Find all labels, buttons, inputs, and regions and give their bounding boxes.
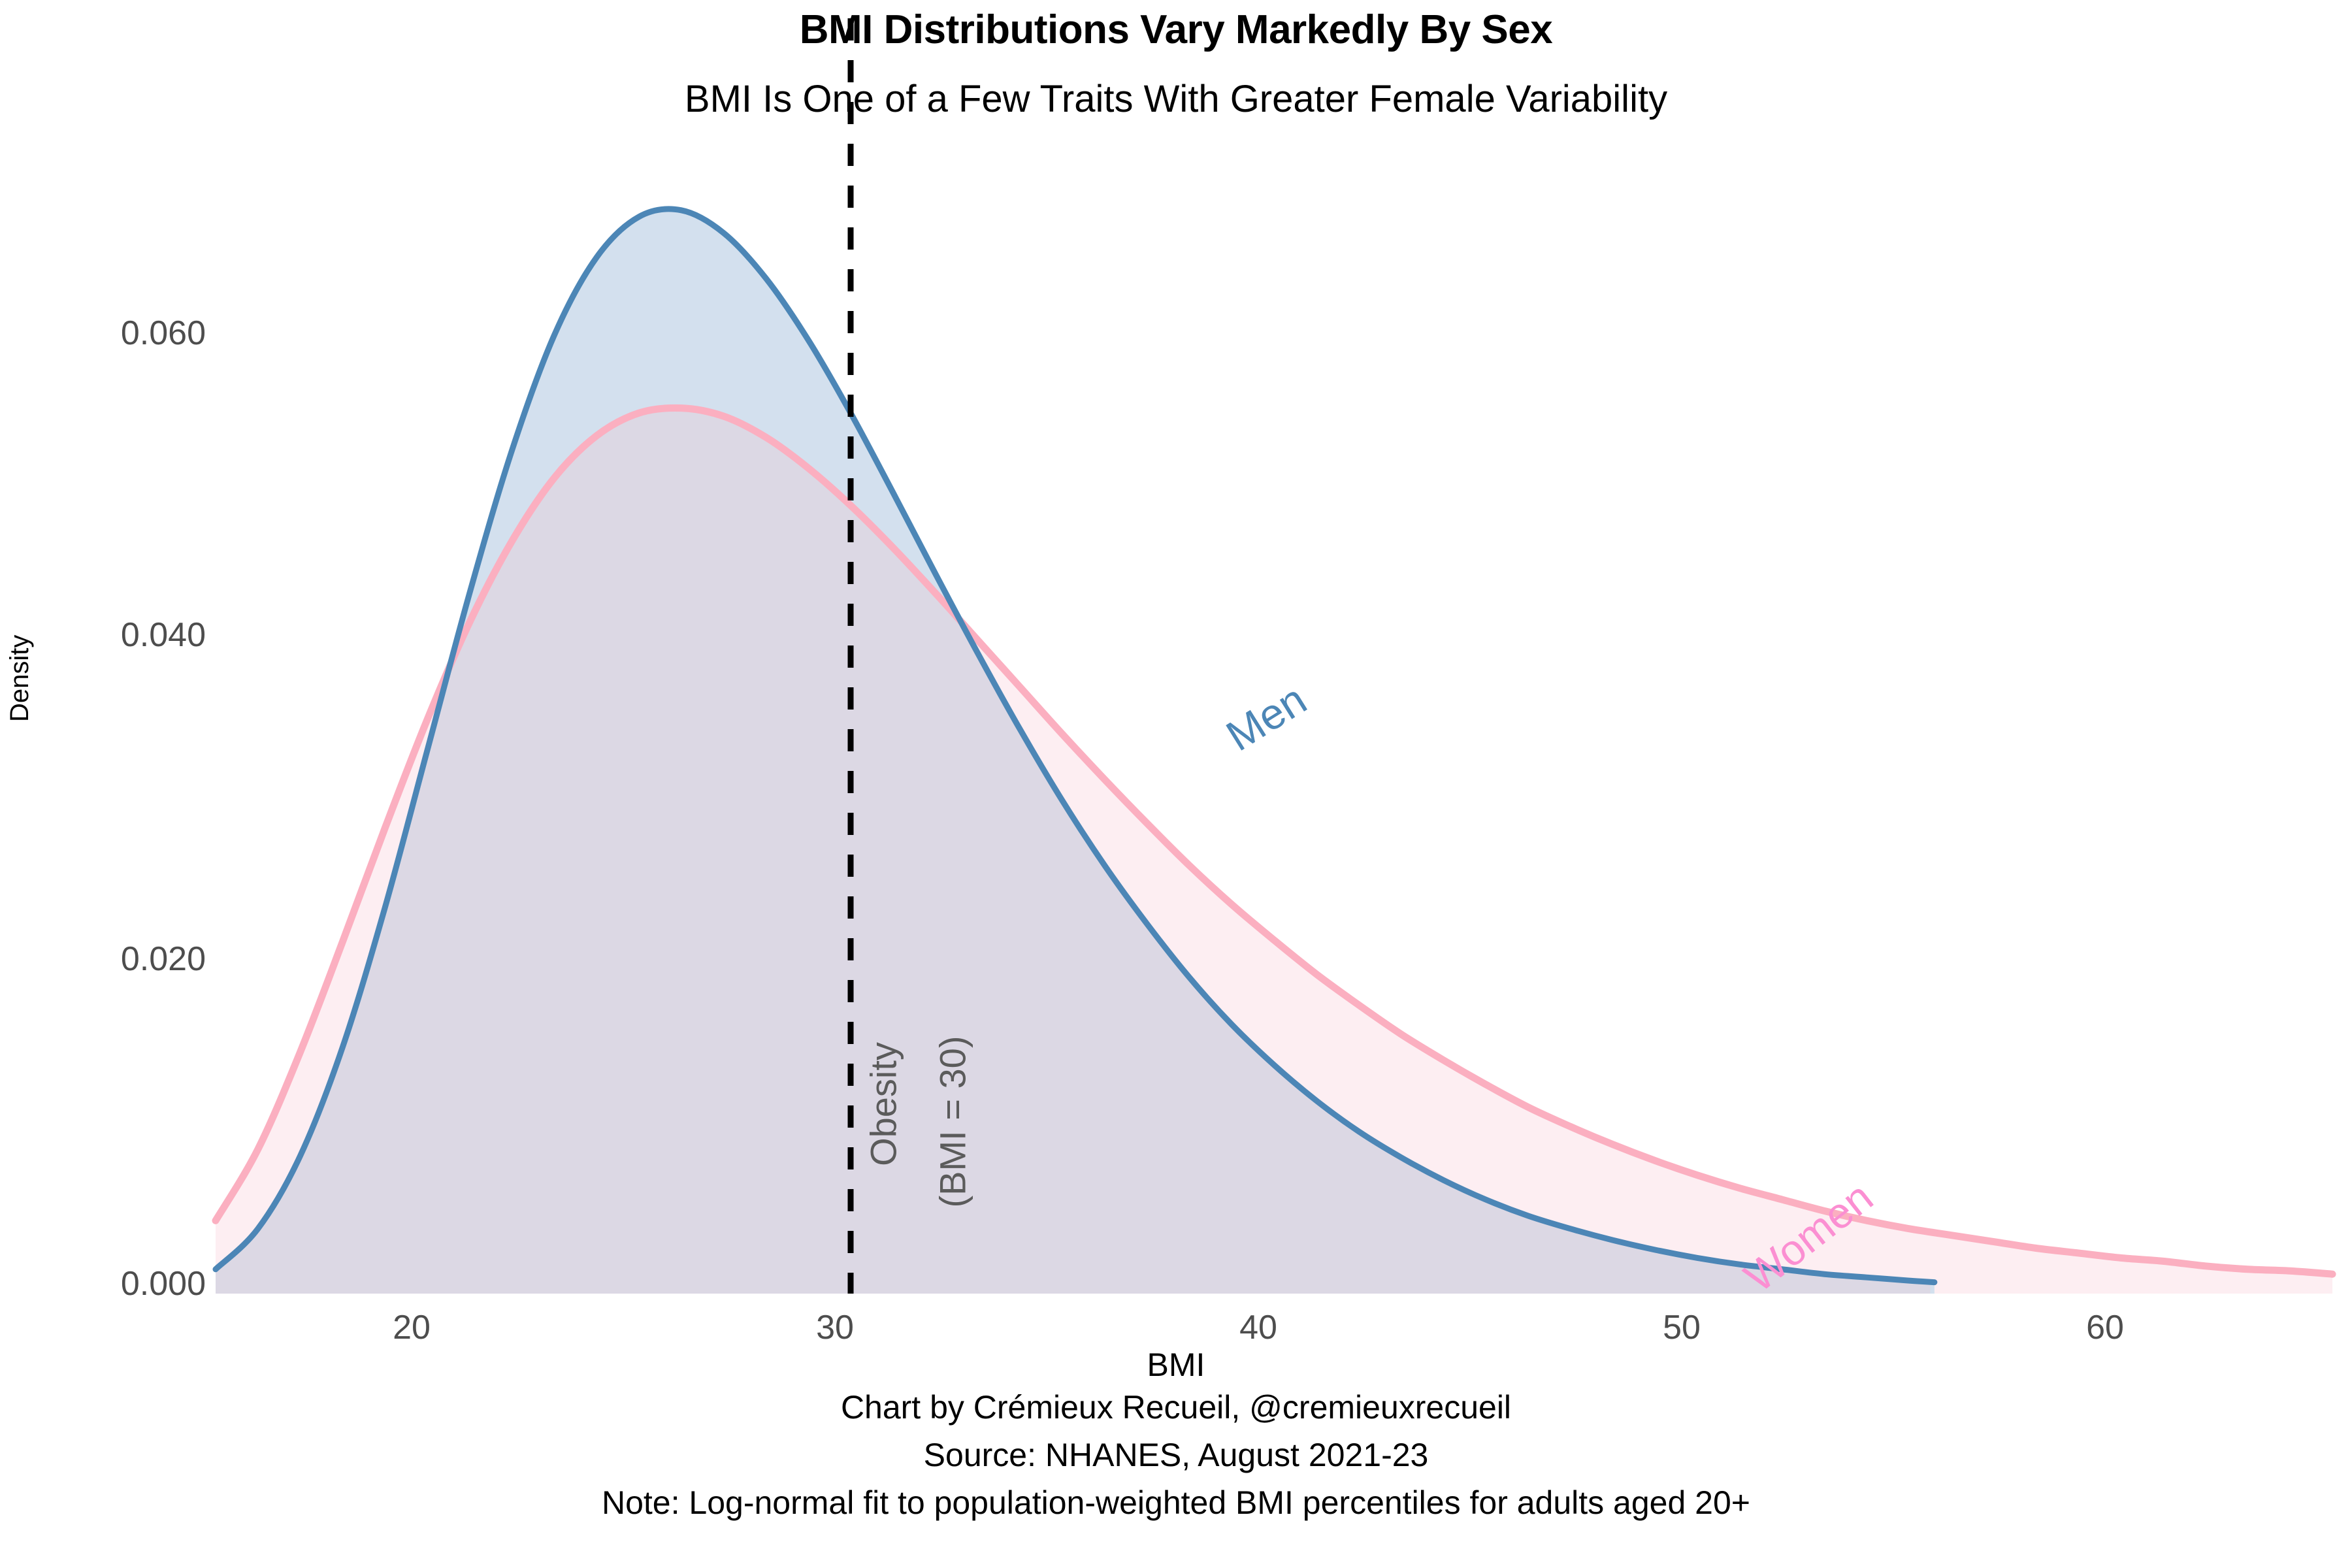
- y-tick-label: 0.020: [120, 940, 206, 978]
- x-tick-label: 50: [1663, 1309, 1701, 1347]
- obesity-annotation-line1: Obesity: [862, 1042, 904, 1166]
- x-tick-label: 40: [1239, 1309, 1277, 1347]
- women-density-curve: [212, 404, 2336, 1278]
- obesity-annotation-line2: (BMI = 30): [932, 1036, 973, 1208]
- chart-subtitle: BMI Is One of a Few Traits With Greater …: [684, 78, 1668, 120]
- density-plot-svg: [212, 0, 2336, 1294]
- overlap-density-area: [216, 408, 1931, 1294]
- chart-title: BMI Distributions Vary Markedly By Sex: [799, 7, 1553, 52]
- x-axis-title: BMI: [1147, 1347, 1205, 1383]
- y-tick-label: 0.060: [120, 314, 206, 352]
- y-tick-label: 0.040: [120, 616, 206, 654]
- caption-credit: Chart by Crémieux Recueil, @cremieuxrecu…: [840, 1389, 1512, 1426]
- plot-area: 0.000 0.020 0.040 0.060 20 30 40 50 60 O…: [121, 0, 2336, 1347]
- caption-note: Note: Log-normal fit to population-weigh…: [602, 1484, 1750, 1521]
- x-tick-label: 60: [2086, 1309, 2124, 1347]
- x-tick-label: 30: [816, 1309, 854, 1347]
- caption-source: Source: NHANES, August 2021-23: [923, 1437, 1429, 1473]
- x-tick-label: 20: [393, 1309, 431, 1347]
- men-density-curve: [212, 206, 1938, 1286]
- y-tick-label: 0.000: [120, 1265, 206, 1303]
